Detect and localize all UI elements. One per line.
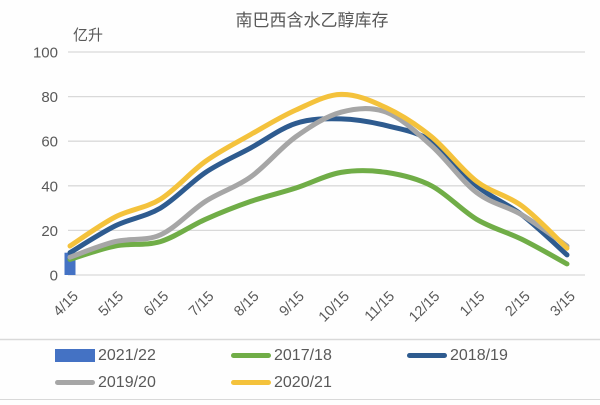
series-line-2018-19	[67, 116, 570, 258]
legend-item-2017-18: 2017/18	[231, 342, 407, 369]
legend-item-2018-19: 2018/19	[407, 342, 583, 369]
legend-label: 2018/19	[450, 346, 508, 364]
legend-line-swatch-icon	[231, 380, 271, 385]
x-tick-label: 6/15	[141, 289, 172, 320]
legend-item-2019-20: 2019/20	[55, 369, 231, 396]
y-tick-label: 20	[41, 223, 58, 240]
x-tick-label: 10/15	[316, 289, 353, 326]
y-tick-label: 100	[33, 45, 58, 62]
legend-label: 2020/21	[274, 373, 332, 391]
x-tick-label: 2/15	[502, 289, 533, 320]
x-axis-tick-labels: 4/15 5/15 6/15 7/15 8/15 9/15 10/15 11/15 12/15 1…	[51, 289, 579, 326]
y-tick-label: 0	[50, 268, 58, 285]
x-tick-label: 5/15	[96, 289, 127, 320]
y-tick-label: 60	[41, 134, 58, 151]
chart-title: 南巴西含水乙醇库存	[236, 11, 389, 30]
x-tick-label: 3/15	[548, 289, 579, 320]
legend-line-swatch-icon	[55, 380, 95, 385]
series-line-2017-18	[67, 168, 570, 267]
legend-line-swatch-icon	[231, 353, 271, 358]
bottom-separator-line	[0, 399, 600, 400]
legend-bar-swatch-icon	[55, 349, 95, 362]
x-tick-label: 11/15	[362, 289, 398, 325]
y-axis-tick-labels: 100 80 60 40 20 0	[33, 45, 58, 285]
y-tick-label: 40	[41, 178, 58, 195]
x-tick-label: 8/15	[231, 289, 262, 320]
y-axis-unit-label: 亿升	[73, 27, 103, 44]
legend-item-2020-21: 2020/21	[231, 369, 407, 396]
chart-legend: 2021/22 2017/18 2018/19 2019/20 2020/21	[0, 342, 600, 396]
chart-plot-area: 100 80 60 40 20 0 4/15 5/15 6/15 7/15 8/15 9/15 10/…	[0, 11, 600, 341]
series-bar-2021-22	[64, 252, 76, 275]
x-tick-label: 12/15	[406, 289, 443, 326]
x-tick-label: 7/15	[186, 289, 217, 320]
gridlines	[68, 51, 585, 276]
legend-label: 2017/18	[274, 346, 332, 364]
series-line-2019-20	[67, 106, 570, 260]
x-tick-label: 4/15	[51, 289, 82, 320]
series-line-2020-21	[67, 91, 570, 251]
legend-item-2021-22: 2021/22	[55, 342, 231, 369]
y-tick-label: 80	[41, 89, 58, 106]
x-tick-label: 9/15	[276, 289, 307, 320]
legend-line-swatch-icon	[407, 353, 447, 358]
series-layer	[64, 91, 570, 275]
legend-label: 2021/22	[98, 346, 156, 364]
legend-label: 2019/20	[98, 373, 156, 391]
x-tick-label: 1/15	[457, 289, 488, 320]
